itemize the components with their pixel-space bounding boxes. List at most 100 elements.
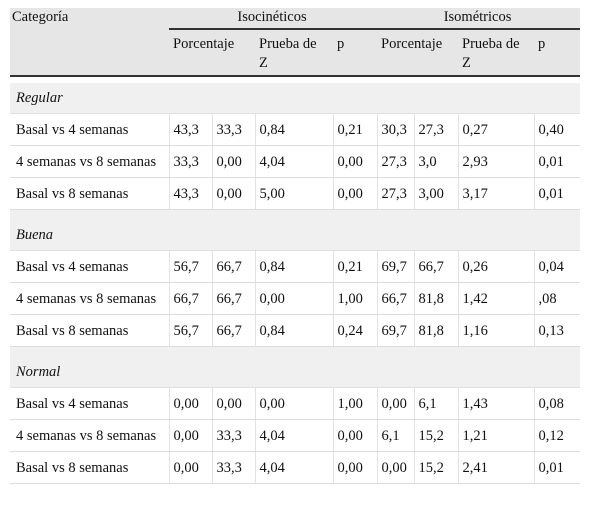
table-cell: 81,8: [414, 314, 459, 347]
table-cell: 66,7: [212, 282, 256, 315]
section-title: Normal: [10, 357, 580, 388]
table-row: Basal vs 4 semanas 0,00 0,00 0,00 1,00 0,00 6,…: [10, 387, 580, 420]
header-col-ztest-2: Prueba de Z: [462, 36, 520, 71]
row-label: Basal vs 8 semanas: [10, 177, 170, 210]
table-cell: 15,2: [414, 419, 459, 452]
header-group-isometric: Isométricos: [377, 8, 580, 30]
table-cell: 6,1: [414, 387, 459, 420]
table-cell: 2,41: [458, 451, 535, 484]
table-cell: 1,42: [458, 282, 535, 315]
table-cell: 2,93: [458, 145, 535, 178]
table-row: Basal vs 8 semanas 43,3 0,00 5,00 0,00 27,3 3,…: [10, 177, 580, 210]
table-cell: 0,00: [333, 177, 378, 210]
table-cell: 0,21: [333, 113, 378, 146]
table-cell: 0,04: [534, 250, 580, 283]
table-cell: 0,26: [458, 250, 535, 283]
table-row: Basal vs 8 semanas 56,7 66,7 0,84 0,24 69,7 81…: [10, 314, 580, 347]
table-cell: 0,00: [377, 387, 415, 420]
row-label: Basal vs 4 semanas: [10, 250, 170, 283]
table-cell: 43,3: [169, 113, 213, 146]
table-cell: 56,7: [169, 314, 213, 347]
table-cell: 56,7: [169, 250, 213, 283]
table-cell: 4,04: [255, 451, 334, 484]
section-title: Regular: [10, 83, 580, 114]
row-label: 4 semanas vs 8 semanas: [10, 419, 170, 452]
table-cell: 0,84: [255, 250, 334, 283]
header-col-ztest-1: Prueba de Z: [259, 36, 317, 71]
table-cell: 1,43: [458, 387, 535, 420]
table-cell: 33,3: [212, 451, 256, 484]
section-spacer: [10, 346, 580, 357]
section-header-row: Normal: [10, 357, 580, 388]
table-body: Regular Basal vs 4 semanas 43,3 33,3 0,84 0,2…: [10, 75, 580, 484]
table-cell: 0,13: [534, 314, 580, 347]
header-row-columns: Porcentaje Prueba de Z p Porcentaje Prue…: [10, 29, 580, 76]
section-title: Buena: [10, 220, 580, 251]
header-row-groups: Categoría Isocinéticos Isométricos: [10, 8, 580, 30]
table-cell: 6,1: [377, 419, 415, 452]
table-cell: 0,00: [333, 451, 378, 484]
table-cell: 0,00: [377, 451, 415, 484]
results-table-container: Categoría Isocinéticos Isométricos Porce…: [10, 8, 580, 522]
header-blank: [10, 29, 169, 76]
table-cell: 0,84: [255, 113, 334, 146]
table-cell: 66,7: [414, 250, 459, 283]
table-cell: 30,3: [377, 113, 415, 146]
table-cell: 3,00: [414, 177, 459, 210]
table-cell: 0,21: [333, 250, 378, 283]
table-cell: 66,7: [212, 250, 256, 283]
table-cell: 4,04: [255, 145, 334, 178]
table-cell: 0,00: [212, 177, 256, 210]
table-row: 4 semanas vs 8 semanas 33,3 0,00 4,04 0,00 27…: [10, 145, 580, 178]
header-group-isokinetic: Isocinéticos: [169, 8, 378, 30]
row-label: Basal vs 8 semanas: [10, 314, 170, 347]
table-cell: 3,0: [414, 145, 459, 178]
table-cell: 4,04: [255, 419, 334, 452]
header-col-percent-2: Porcentaje: [381, 36, 443, 52]
table-cell: 1,21: [458, 419, 535, 452]
table-cell: 0,00: [255, 282, 334, 315]
table-cell: 0,00: [169, 419, 213, 452]
table-cell: 27,3: [377, 145, 415, 178]
table-cell: 0,01: [534, 177, 580, 210]
table-cell: 81,8: [414, 282, 459, 315]
table-cell: 0,00: [333, 145, 378, 178]
header-col-p-2: p: [538, 36, 546, 52]
row-label: Basal vs 4 semanas: [10, 113, 170, 146]
header-category: Categoría: [12, 9, 69, 25]
table-cell: 0,01: [534, 145, 580, 178]
table-cell: 0,00: [212, 387, 256, 420]
header-col-p-1: p: [337, 36, 345, 52]
header-col-percent-1: Porcentaje: [173, 36, 235, 52]
header-separator: [10, 75, 580, 83]
table-cell: 0,24: [333, 314, 378, 347]
table-cell: 0,27: [458, 113, 535, 146]
row-label: 4 semanas vs 8 semanas: [10, 145, 170, 178]
table-cell: 0,01: [534, 451, 580, 484]
table-cell: 43,3: [169, 177, 213, 210]
table-row: Basal vs 4 semanas 56,7 66,7 0,84 0,21 69,7 66…: [10, 250, 580, 283]
table-cell: 0,84: [255, 314, 334, 347]
table-cell: 33,3: [212, 113, 256, 146]
table-cell: 27,3: [414, 113, 459, 146]
table-cell: 15,2: [414, 451, 459, 484]
table-row: 4 semanas vs 8 semanas 66,7 66,7 0,00 1,00 66…: [10, 282, 580, 315]
table-cell: 33,3: [212, 419, 256, 452]
table-row: Basal vs 4 semanas 43,3 33,3 0,84 0,21 30,3 27…: [10, 113, 580, 146]
table-cell: 1,00: [333, 387, 378, 420]
section-header-row: Regular: [10, 83, 580, 114]
row-label: 4 semanas vs 8 semanas: [10, 282, 170, 315]
table-cell: 69,7: [377, 250, 415, 283]
table-cell: 1,00: [333, 282, 378, 315]
table-cell: 66,7: [212, 314, 256, 347]
table-cell: 33,3: [169, 145, 213, 178]
section-header-row: Buena: [10, 220, 580, 251]
table-cell: ,08: [534, 282, 580, 315]
table-cell: 0,12: [534, 419, 580, 452]
table-cell: 0,00: [169, 387, 213, 420]
section-spacer: [10, 209, 580, 220]
table-cell: 0,00: [333, 419, 378, 452]
table-cell: 3,17: [458, 177, 535, 210]
results-table: Categoría Isocinéticos Isométricos Porce…: [10, 8, 580, 484]
row-label: Basal vs 4 semanas: [10, 387, 170, 420]
